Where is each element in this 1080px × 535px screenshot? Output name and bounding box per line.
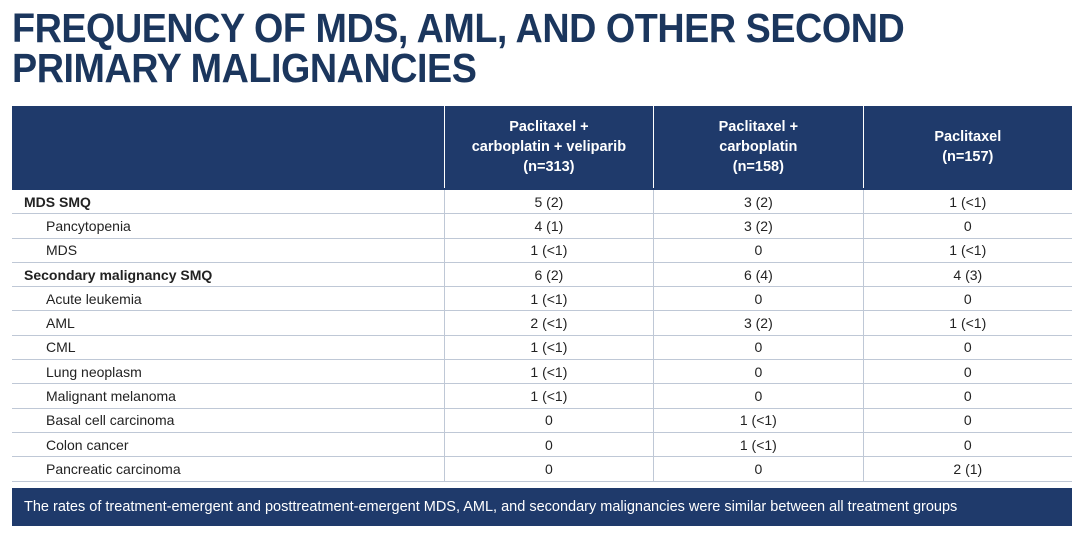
row-label: Lung neoplasm bbox=[12, 359, 445, 385]
header-line: carboplatin bbox=[719, 139, 798, 155]
value-cell: 0 bbox=[862, 286, 1072, 312]
value-cell: 0 bbox=[862, 408, 1072, 433]
item-row: Pancreatic carcinoma 0 0 2 (1) bbox=[12, 456, 1072, 482]
value-cell: 0 bbox=[653, 456, 864, 482]
row-label: Pancytopenia bbox=[12, 213, 445, 239]
value-cell: 1 (<1) bbox=[443, 383, 654, 409]
data-table: Paclitaxel + carboplatin + veliparib (n=31… bbox=[12, 106, 1072, 482]
item-row: Pancytopenia 4 (1) 3 (2) 0 bbox=[12, 213, 1072, 239]
row-label: Malignant melanoma bbox=[12, 383, 445, 409]
value-cell: 0 bbox=[653, 238, 864, 263]
value-cell: 0 bbox=[443, 432, 654, 458]
row-label: MDS bbox=[12, 238, 445, 263]
header-line: Paclitaxel + bbox=[718, 119, 799, 135]
value-cell: 0 bbox=[862, 335, 1072, 361]
value-cell: 0 bbox=[443, 408, 654, 433]
row-label: Colon cancer bbox=[12, 432, 445, 458]
slide-title: FREQUENCY OF MDS, AML, AND OTHER SECOND P… bbox=[12, 5, 905, 91]
value-cell: 1 (<1) bbox=[653, 408, 864, 433]
value-cell: 1 (<1) bbox=[862, 188, 1072, 215]
value-cell: 0 bbox=[862, 383, 1072, 409]
value-cell: 0 bbox=[862, 213, 1072, 239]
item-row: MDS 1 (<1) 0 1 (<1) bbox=[12, 238, 1072, 263]
title-line: FREQUENCY OF MDS, AML, AND OTHER SECOND bbox=[12, 5, 905, 51]
value-cell: 0 bbox=[862, 432, 1072, 458]
value-cell: 1 (<1) bbox=[443, 335, 654, 361]
value-cell: 0 bbox=[862, 359, 1072, 385]
row-label: Secondary malignancy SMQ bbox=[12, 262, 445, 288]
header-cell: Paclitaxel (n=157) bbox=[862, 106, 1072, 189]
group-row: MDS SMQ 5 (2) 3 (2) 1 (<1) bbox=[12, 188, 1072, 215]
group-row: Secondary malignancy SMQ 6 (2) 6 (4) 4 (3) bbox=[12, 262, 1072, 288]
item-row: Colon cancer 0 1 (<1) 0 bbox=[12, 432, 1072, 458]
item-row: Acute leukemia 1 (<1) 0 0 bbox=[12, 286, 1072, 312]
value-cell: 0 bbox=[443, 456, 654, 482]
row-label: Basal cell carcinoma bbox=[12, 408, 445, 433]
value-cell: 1 (<1) bbox=[443, 286, 654, 312]
row-label: MDS SMQ bbox=[12, 188, 445, 215]
row-label: CML bbox=[12, 335, 445, 361]
value-cell: 4 (1) bbox=[443, 213, 654, 239]
value-cell: 3 (2) bbox=[653, 188, 864, 215]
value-cell: 1 (<1) bbox=[443, 238, 654, 263]
value-cell: 1 (<1) bbox=[653, 432, 864, 458]
header-cell bbox=[12, 106, 445, 189]
header-cell: Paclitaxel + carboplatin + veliparib (n=31… bbox=[443, 106, 654, 189]
value-cell: 2 (<1) bbox=[443, 310, 654, 336]
item-row: CML 1 (<1) 0 0 bbox=[12, 335, 1072, 361]
item-row: Lung neoplasm 1 (<1) 0 0 bbox=[12, 359, 1072, 385]
item-row: AML 2 (<1) 3 (2) 1 (<1) bbox=[12, 310, 1072, 336]
header-line: Paclitaxel + bbox=[509, 119, 589, 135]
header-cell: Paclitaxel + carboplatin (n=158) bbox=[653, 106, 864, 189]
item-row: Malignant melanoma 1 (<1) 0 0 bbox=[12, 383, 1072, 409]
value-cell: 0 bbox=[653, 286, 864, 312]
header-line: (n=313) bbox=[523, 159, 575, 175]
value-cell: 4 (3) bbox=[862, 262, 1072, 288]
header-line: (n=157) bbox=[942, 149, 994, 165]
value-cell: 6 (2) bbox=[443, 262, 654, 288]
value-cell: 1 (<1) bbox=[862, 310, 1072, 336]
title-line: PRIMARY MALIGNANCIES bbox=[12, 45, 477, 91]
value-cell: 0 bbox=[653, 335, 864, 361]
row-label: Pancreatic carcinoma bbox=[12, 456, 445, 482]
header-line: carboplatin + veliparib bbox=[471, 139, 627, 155]
value-cell: 3 (2) bbox=[653, 310, 864, 336]
value-cell: 0 bbox=[653, 359, 864, 385]
row-label: AML bbox=[12, 310, 445, 336]
item-row: Basal cell carcinoma 0 1 (<1) 0 bbox=[12, 408, 1072, 433]
value-cell: 1 (<1) bbox=[862, 238, 1072, 263]
value-cell: 0 bbox=[653, 383, 864, 409]
header-row: Paclitaxel + carboplatin + veliparib (n=31… bbox=[12, 106, 1072, 189]
value-cell: 2 (1) bbox=[862, 456, 1072, 482]
value-cell: 6 (4) bbox=[653, 262, 864, 288]
row-label: Acute leukemia bbox=[12, 286, 445, 312]
value-cell: 1 (<1) bbox=[443, 359, 654, 385]
header-line: Paclitaxel bbox=[934, 129, 1002, 145]
header-line: (n=158) bbox=[732, 159, 784, 175]
footer-note: The rates of treatment-emergent and post… bbox=[12, 488, 1072, 526]
value-cell: 5 (2) bbox=[443, 188, 654, 215]
value-cell: 3 (2) bbox=[653, 213, 864, 239]
